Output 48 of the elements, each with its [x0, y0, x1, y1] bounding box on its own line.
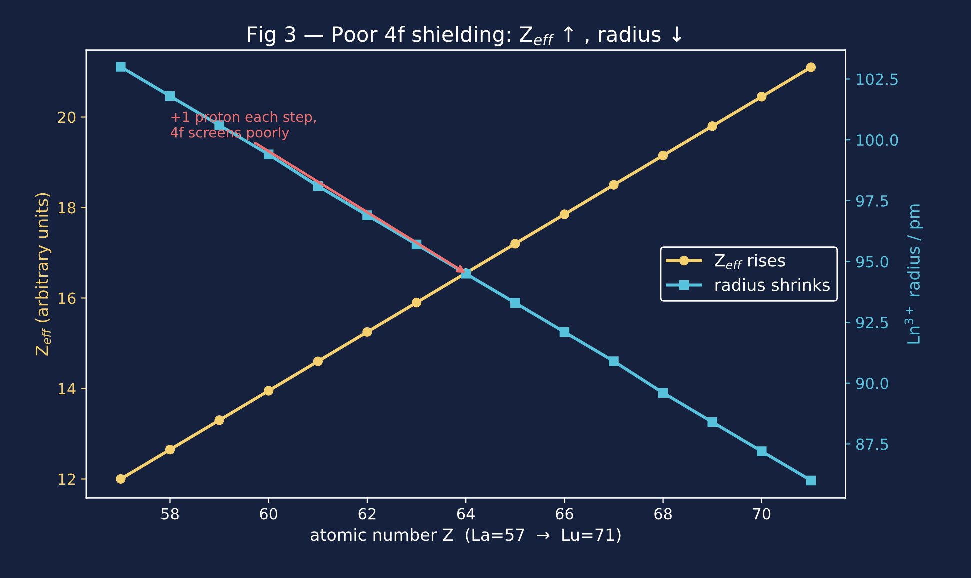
- legend-label: radius shrinks: [716, 278, 830, 292]
- y2-tick-label: 100.0: [857, 134, 898, 146]
- y-tick-label: 12: [58, 474, 76, 486]
- x-tick-label: 60: [260, 508, 278, 520]
- point: [708, 121, 718, 132]
- point: [264, 386, 274, 396]
- point: [708, 417, 718, 428]
- y-tick-label: 20: [58, 112, 76, 124]
- y2-tick-label: 97.5: [856, 195, 888, 207]
- point: [806, 62, 816, 72]
- y-tick-label: 14: [58, 383, 76, 395]
- point: [165, 91, 176, 102]
- point: [412, 298, 422, 308]
- x-tick-label: 64: [457, 508, 475, 520]
- y2-tick-label: 102.5: [857, 74, 898, 86]
- y2-tick-label: 92.5: [856, 317, 888, 329]
- point: [757, 446, 767, 456]
- point: [609, 180, 619, 190]
- y2-tick-label: 95.0: [856, 256, 888, 268]
- point: [165, 444, 176, 455]
- legend-label: Z$_{eff}$ rises: [715, 254, 786, 270]
- point: [116, 62, 126, 72]
- point: [658, 150, 668, 161]
- x-tick-label: 68: [654, 508, 672, 520]
- point: [510, 298, 520, 308]
- y2-tick-label: 87.5: [856, 438, 888, 450]
- point: [214, 416, 224, 426]
- y-axis-title: Z$_{eff}$ (arbitrary units): [36, 193, 52, 356]
- point: [313, 356, 324, 366]
- x-tick-label: 66: [556, 508, 574, 520]
- point: [609, 356, 619, 366]
- x-tick-label: 62: [358, 508, 376, 520]
- point: [658, 388, 668, 398]
- x-tick-label: 58: [162, 508, 179, 520]
- y2-axis-title: Ln$^{3+}$ radius / pm: [904, 204, 924, 344]
- point: [510, 239, 520, 249]
- point: [560, 327, 570, 338]
- point: [806, 476, 816, 486]
- point: [362, 327, 372, 338]
- point: [560, 210, 570, 220]
- x-axis-title: atomic number Z (La=57 → Lu=71): [310, 528, 621, 544]
- point: [116, 474, 126, 484]
- y-tick-label: 16: [58, 292, 76, 304]
- chart-title: Fig 3 — Poor 4f shielding: Z$_{eff}$ ↑ , radius ↓: [248, 26, 682, 46]
- y-tick-label: 18: [58, 202, 76, 214]
- y2-tick-label: 90.0: [856, 378, 888, 390]
- point: [757, 92, 767, 102]
- x-tick-label: 70: [753, 508, 771, 520]
